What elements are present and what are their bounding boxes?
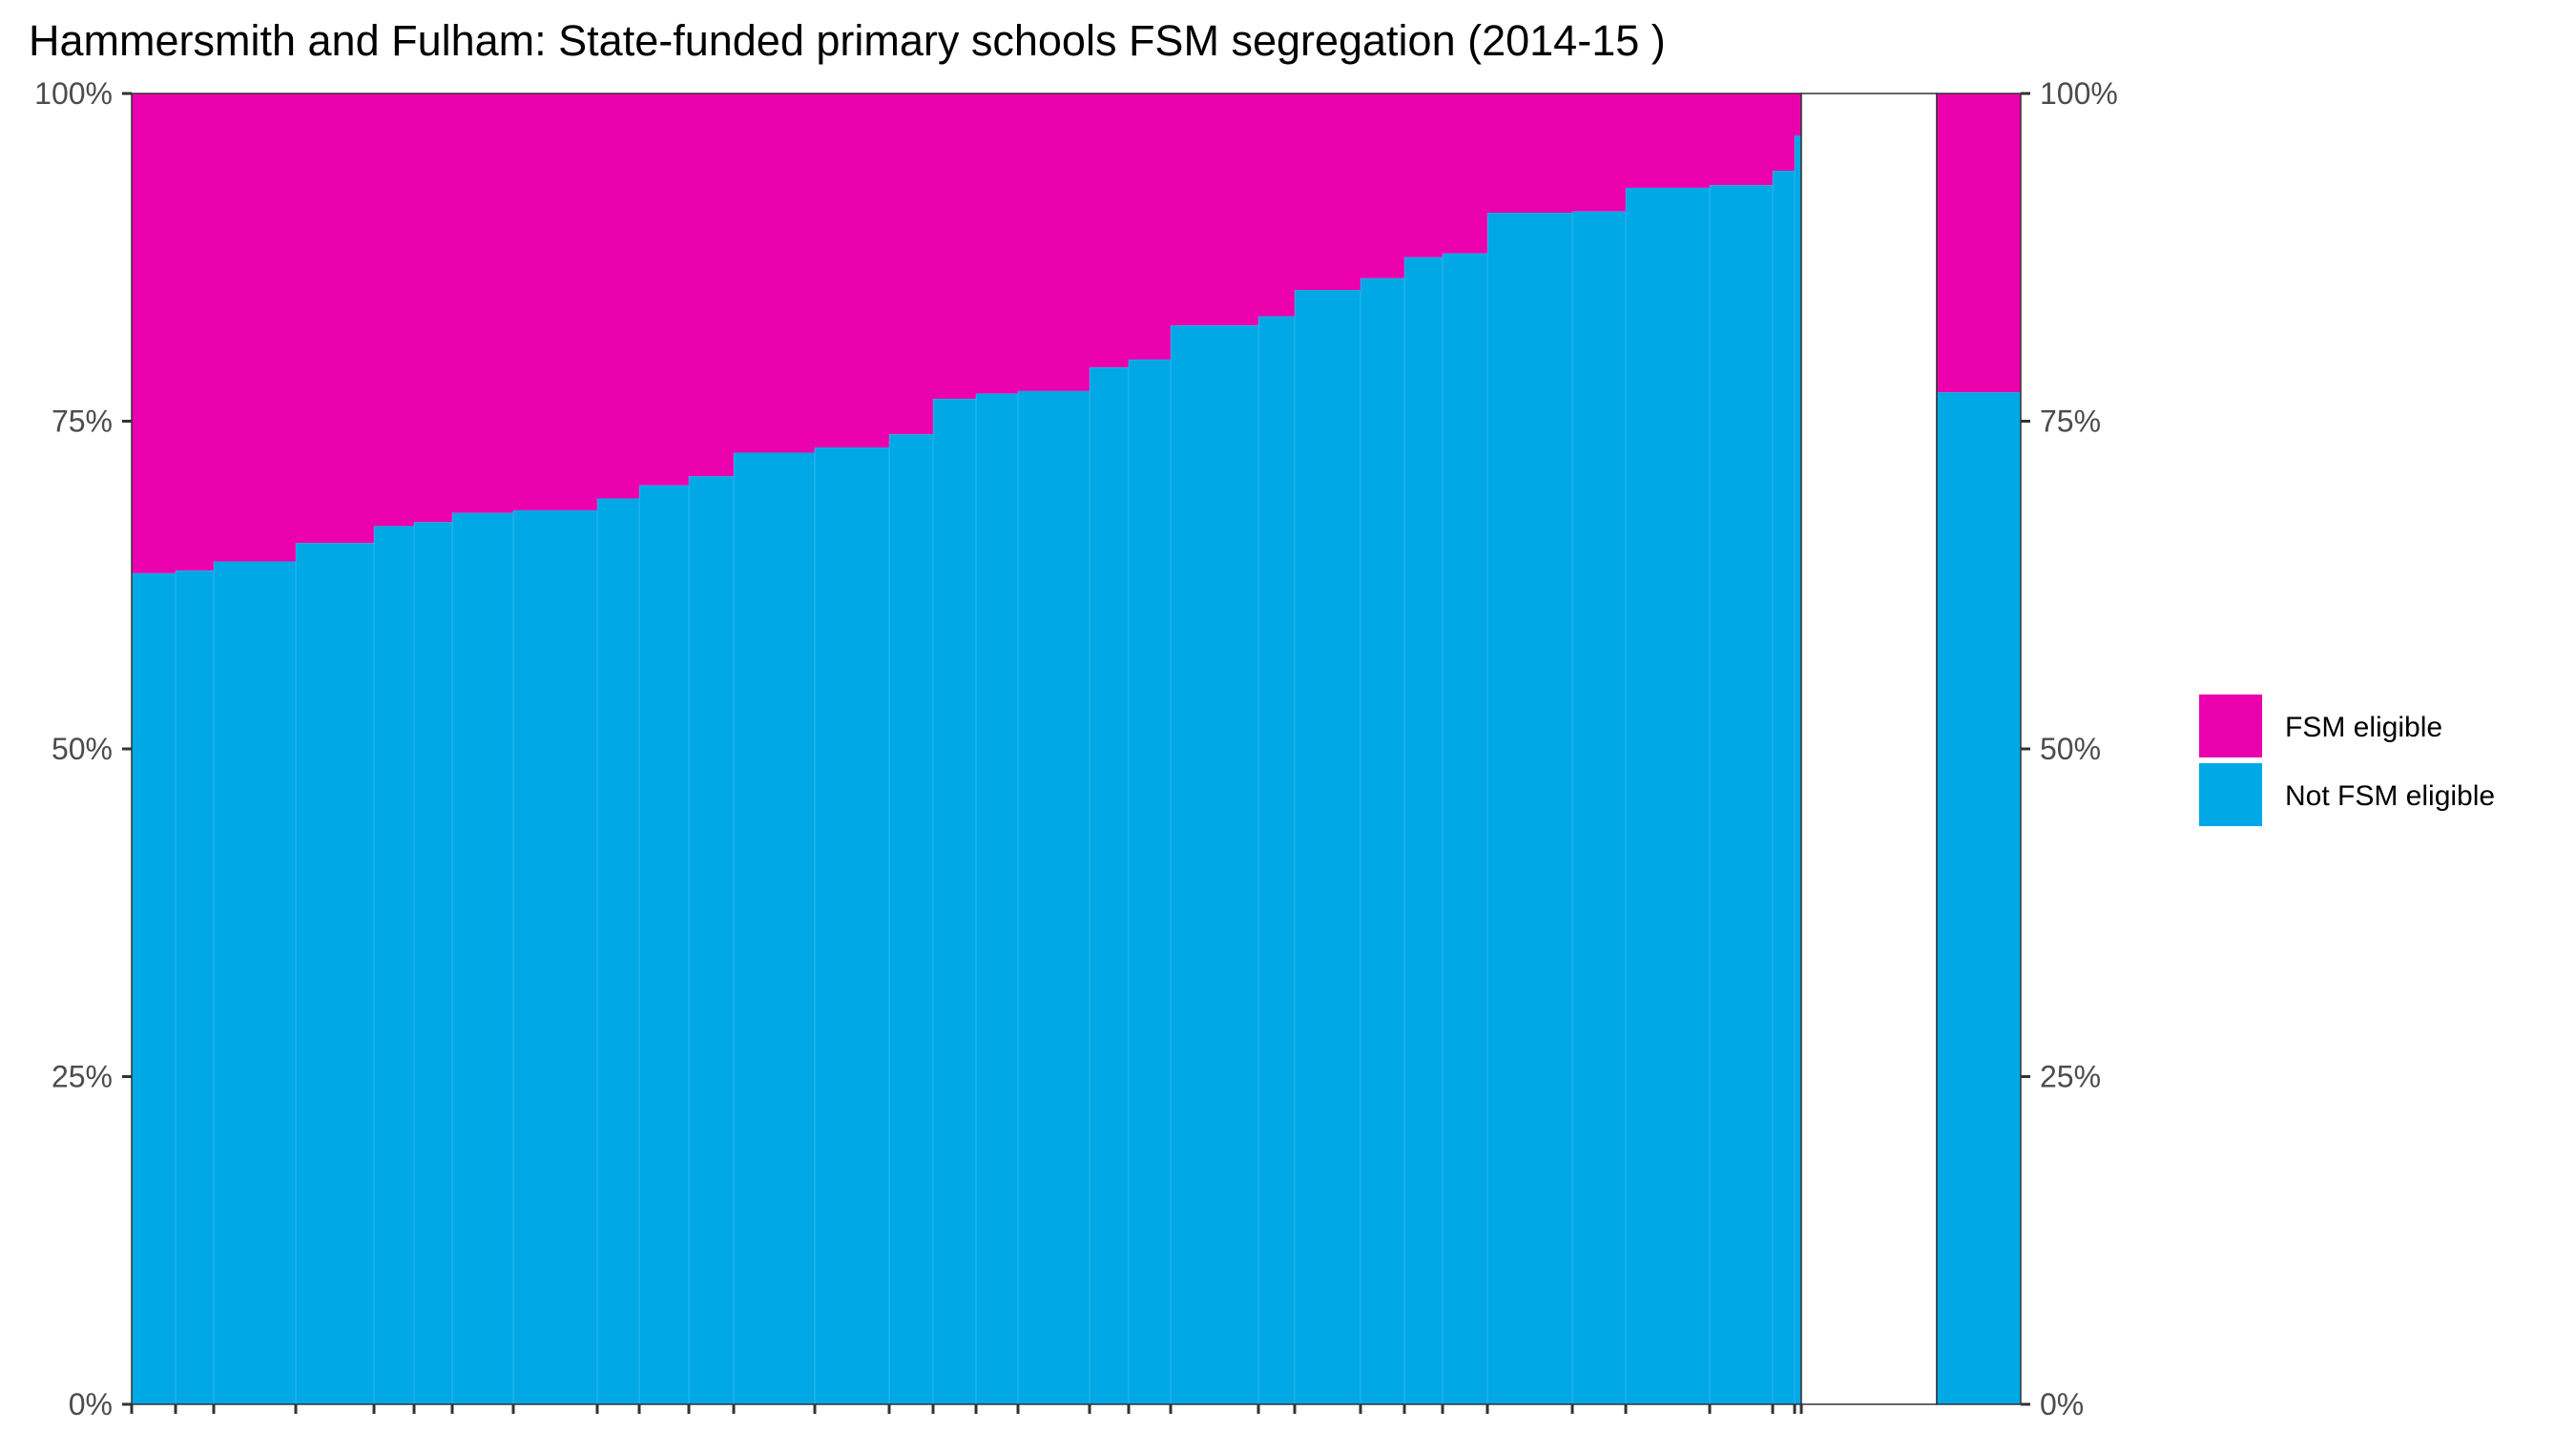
fsm-bar bbox=[1710, 93, 1773, 186]
y-tick-label-left: 100% bbox=[34, 76, 113, 111]
y-tick-label-left: 0% bbox=[69, 1387, 113, 1421]
not-fsm-bar bbox=[1795, 135, 1801, 1404]
overall-panel bbox=[1800, 93, 2022, 1405]
y-tick-label-left: 50% bbox=[52, 732, 113, 766]
fsm-bar bbox=[176, 93, 214, 571]
not-fsm-bar bbox=[639, 485, 689, 1404]
fsm-bar bbox=[1018, 93, 1090, 391]
fsm-bar bbox=[513, 93, 597, 510]
fsm-bar bbox=[889, 93, 933, 435]
not-fsm-bar bbox=[1572, 211, 1626, 1404]
not-fsm-bar bbox=[1404, 257, 1443, 1404]
not-fsm-bar bbox=[1361, 278, 1404, 1404]
y-tick-label-left: 25% bbox=[52, 1060, 113, 1094]
fsm-bar bbox=[976, 93, 1018, 394]
fsm-bar bbox=[452, 93, 513, 513]
not-fsm-bar bbox=[976, 393, 1018, 1404]
not-fsm-bar bbox=[374, 526, 414, 1404]
not-fsm-bar bbox=[889, 434, 933, 1404]
not-fsm-bar bbox=[176, 570, 214, 1404]
fsm-bar bbox=[1795, 93, 1801, 135]
legend-swatch bbox=[2199, 763, 2262, 826]
fsm-bar bbox=[1443, 93, 1487, 254]
not-fsm-bar bbox=[689, 476, 734, 1404]
y-tick-label-left: 75% bbox=[52, 404, 113, 439]
legend-swatch bbox=[2199, 695, 2262, 757]
axes: 0% 0% 25% 25% 50% 50% 75% 75% 100% 100% bbox=[34, 76, 2118, 1421]
fsm-bar bbox=[815, 93, 889, 447]
y-tick-label-right: 25% bbox=[2040, 1060, 2101, 1094]
schools-panel bbox=[130, 93, 1803, 1414]
not-fsm-bar bbox=[132, 572, 176, 1404]
fsm-bar bbox=[374, 93, 414, 527]
not-fsm-bar bbox=[1710, 185, 1773, 1405]
not-fsm-bar bbox=[414, 522, 452, 1404]
fsm-bar bbox=[1404, 93, 1443, 258]
not-fsm-bar bbox=[933, 399, 976, 1405]
legend-label: Not FSM eligible bbox=[2285, 780, 2495, 812]
not-fsm-bar bbox=[452, 512, 513, 1404]
not-fsm-bar bbox=[1295, 290, 1361, 1405]
fsm-bar bbox=[1295, 93, 1361, 291]
fsm-bar bbox=[1487, 93, 1572, 214]
fsm-bar bbox=[1258, 93, 1295, 317]
not-fsm-bar bbox=[1626, 187, 1710, 1405]
not-fsm-bar bbox=[296, 543, 374, 1404]
fsm-bar bbox=[214, 93, 296, 562]
not-fsm-bar bbox=[597, 498, 639, 1404]
fsm-bar bbox=[734, 93, 815, 453]
not-fsm-bar bbox=[1129, 359, 1171, 1404]
fsm-bar bbox=[1090, 93, 1129, 368]
fsm-bar bbox=[132, 93, 176, 573]
fsm-bar bbox=[296, 93, 374, 544]
not-fsm-bar bbox=[1487, 213, 1572, 1405]
legend-label: FSM eligible bbox=[2285, 712, 2442, 743]
not-fsm-bar bbox=[734, 452, 815, 1404]
fsm-bar bbox=[414, 93, 452, 523]
panel-gap bbox=[1800, 93, 1938, 1405]
y-tick-label-right: 50% bbox=[2040, 732, 2101, 766]
not-fsm-bar bbox=[214, 561, 296, 1404]
fsm-bar bbox=[933, 93, 976, 400]
fsm-bar bbox=[597, 93, 639, 499]
fsm-bar bbox=[1129, 93, 1171, 360]
fsm-bar bbox=[639, 93, 689, 486]
not-fsm-bar bbox=[1443, 253, 1487, 1405]
not-fsm-bar bbox=[513, 509, 597, 1404]
fsm-bar bbox=[1572, 93, 1626, 212]
y-tick-label-right: 100% bbox=[2040, 76, 2118, 111]
fsm-bar bbox=[1361, 93, 1404, 279]
y-tick-label-right: 0% bbox=[2040, 1387, 2084, 1421]
fsm-bar bbox=[689, 93, 734, 477]
not-fsm-bar bbox=[815, 446, 889, 1405]
not-fsm-bar bbox=[1258, 316, 1295, 1405]
fsm-bar bbox=[1773, 93, 1795, 172]
overall-fsm-bar bbox=[1937, 93, 2021, 393]
not-fsm-bar bbox=[1018, 390, 1090, 1405]
y-tick-label-right: 75% bbox=[2040, 404, 2101, 439]
not-fsm-bar bbox=[1171, 325, 1258, 1404]
overall-not-fsm-bar bbox=[1937, 392, 2021, 1405]
not-fsm-bar bbox=[1773, 171, 1795, 1404]
fsm-bar bbox=[1626, 93, 1710, 188]
not-fsm-bar bbox=[1090, 367, 1129, 1404]
legend: FSM eligible Not FSM eligible bbox=[2199, 695, 2495, 826]
chart-title: Hammersmith and Fulham: State-funded pri… bbox=[29, 16, 1666, 65]
fsm-bar bbox=[1171, 93, 1258, 326]
